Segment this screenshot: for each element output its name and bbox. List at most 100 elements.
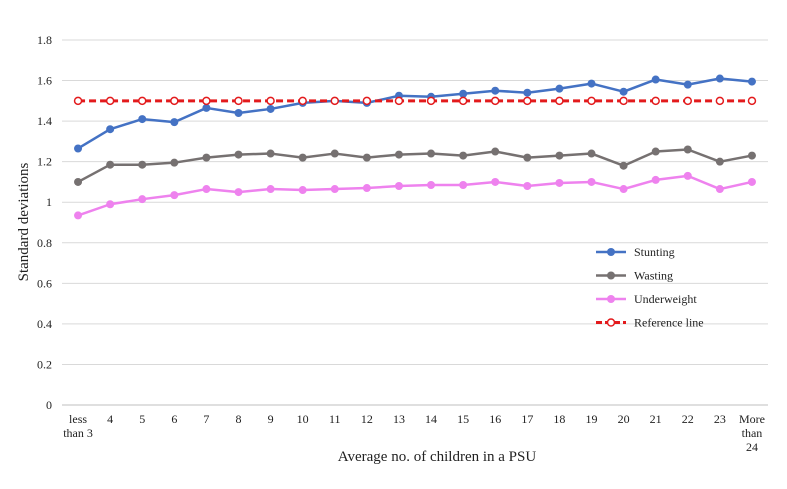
data-point — [523, 153, 532, 162]
data-point — [105, 96, 115, 106]
data-point — [298, 186, 307, 195]
data-point — [74, 177, 83, 186]
data-point — [362, 153, 371, 162]
y-tick-label: 1.8 — [37, 33, 52, 47]
data-point — [234, 150, 243, 159]
data-point — [234, 96, 243, 106]
legend-swatch-marker — [607, 248, 615, 256]
data-point — [587, 79, 596, 88]
data-point — [426, 96, 436, 106]
data-point — [106, 160, 115, 169]
y-axis-ticks: 0 0.2 0.4 0.6 0.8 1 1.2 1.4 1.6 1.8 — [37, 33, 52, 412]
data-point — [587, 149, 596, 158]
data-point — [651, 96, 660, 106]
data-point — [715, 185, 724, 194]
y-tick-label: 1 — [46, 195, 52, 209]
data-point — [683, 96, 693, 106]
data-point — [619, 185, 628, 194]
series-line — [77, 77, 753, 150]
x-tick-label: 15 — [457, 412, 469, 426]
x-tick-label: More than 24 — [739, 412, 765, 454]
x-tick-label: 12 — [361, 412, 373, 426]
legend-item: Stunting — [596, 245, 675, 259]
y-tick-label: 0.2 — [37, 357, 52, 371]
data-point — [619, 161, 628, 170]
x-tick-label: 13 — [393, 412, 405, 426]
y-tick-label: 1.2 — [37, 155, 52, 169]
series-layer — [73, 74, 757, 220]
x-tick-label: 9 — [268, 412, 274, 426]
data-point — [715, 74, 724, 83]
data-point — [747, 177, 756, 186]
legend-swatch-marker — [606, 318, 616, 327]
data-point — [73, 96, 83, 106]
data-point — [587, 96, 596, 106]
data-point — [715, 96, 725, 106]
data-point — [555, 96, 564, 106]
data-point — [202, 96, 211, 106]
data-point — [427, 149, 436, 158]
legend-label: Stunting — [634, 245, 675, 259]
data-point — [330, 149, 339, 158]
y-tick-label: 0.4 — [37, 317, 52, 331]
y-tick-label: 1.6 — [37, 74, 52, 88]
data-point — [170, 158, 179, 167]
data-point — [202, 153, 211, 162]
data-point — [394, 96, 404, 106]
data-point — [555, 178, 564, 187]
x-tick-label: 16 — [489, 412, 501, 426]
series-stunting — [74, 74, 756, 153]
legend: Stunting Wasting Underweight Reference line — [596, 245, 704, 330]
legend-item: Reference line — [596, 316, 704, 330]
data-point — [683, 80, 692, 89]
series-line — [77, 174, 753, 217]
x-tick-label: 5 — [139, 412, 145, 426]
data-point — [747, 151, 756, 160]
x-tick-label: 23 — [714, 412, 726, 426]
data-point — [330, 185, 339, 194]
data-point — [394, 182, 403, 190]
data-point — [747, 77, 756, 86]
data-point — [459, 151, 468, 160]
legend-label: Underweight — [634, 292, 697, 306]
data-point — [459, 180, 468, 189]
data-point — [651, 175, 660, 184]
data-point — [234, 188, 243, 197]
data-point — [266, 185, 275, 194]
series-underweight — [74, 171, 756, 220]
series-reference-line — [73, 96, 757, 106]
data-point — [234, 109, 243, 117]
data-point — [298, 153, 307, 162]
x-tick-label: 14 — [425, 412, 437, 426]
series-wasting — [74, 145, 756, 186]
data-point — [619, 96, 628, 106]
data-point — [555, 84, 564, 93]
y-tick-label: 0 — [46, 398, 52, 412]
data-point — [523, 88, 532, 97]
data-point — [587, 177, 596, 186]
y-tick-label: 0.8 — [37, 236, 52, 250]
data-point — [427, 180, 436, 189]
legend-swatch-marker — [607, 271, 615, 280]
x-tick-label: 18 — [553, 412, 565, 426]
data-point — [651, 75, 660, 84]
data-point — [747, 96, 757, 106]
x-tick-label: 17 — [521, 412, 533, 426]
x-tick-label: 20 — [618, 412, 630, 426]
x-tick-label: 7 — [203, 412, 209, 426]
data-point — [491, 86, 500, 95]
data-point — [106, 200, 115, 209]
data-point — [394, 150, 403, 159]
data-point — [523, 96, 532, 106]
data-point — [138, 160, 147, 169]
data-point — [137, 96, 147, 106]
legend-item: Underweight — [596, 292, 697, 306]
data-point — [138, 195, 147, 204]
data-point — [170, 118, 179, 127]
data-point — [458, 96, 468, 106]
x-tick-label: less than 3 — [63, 412, 93, 440]
x-tick-label: 6 — [171, 412, 177, 426]
data-point — [619, 87, 628, 96]
x-tick-label: 11 — [329, 412, 341, 426]
data-point — [266, 104, 275, 113]
